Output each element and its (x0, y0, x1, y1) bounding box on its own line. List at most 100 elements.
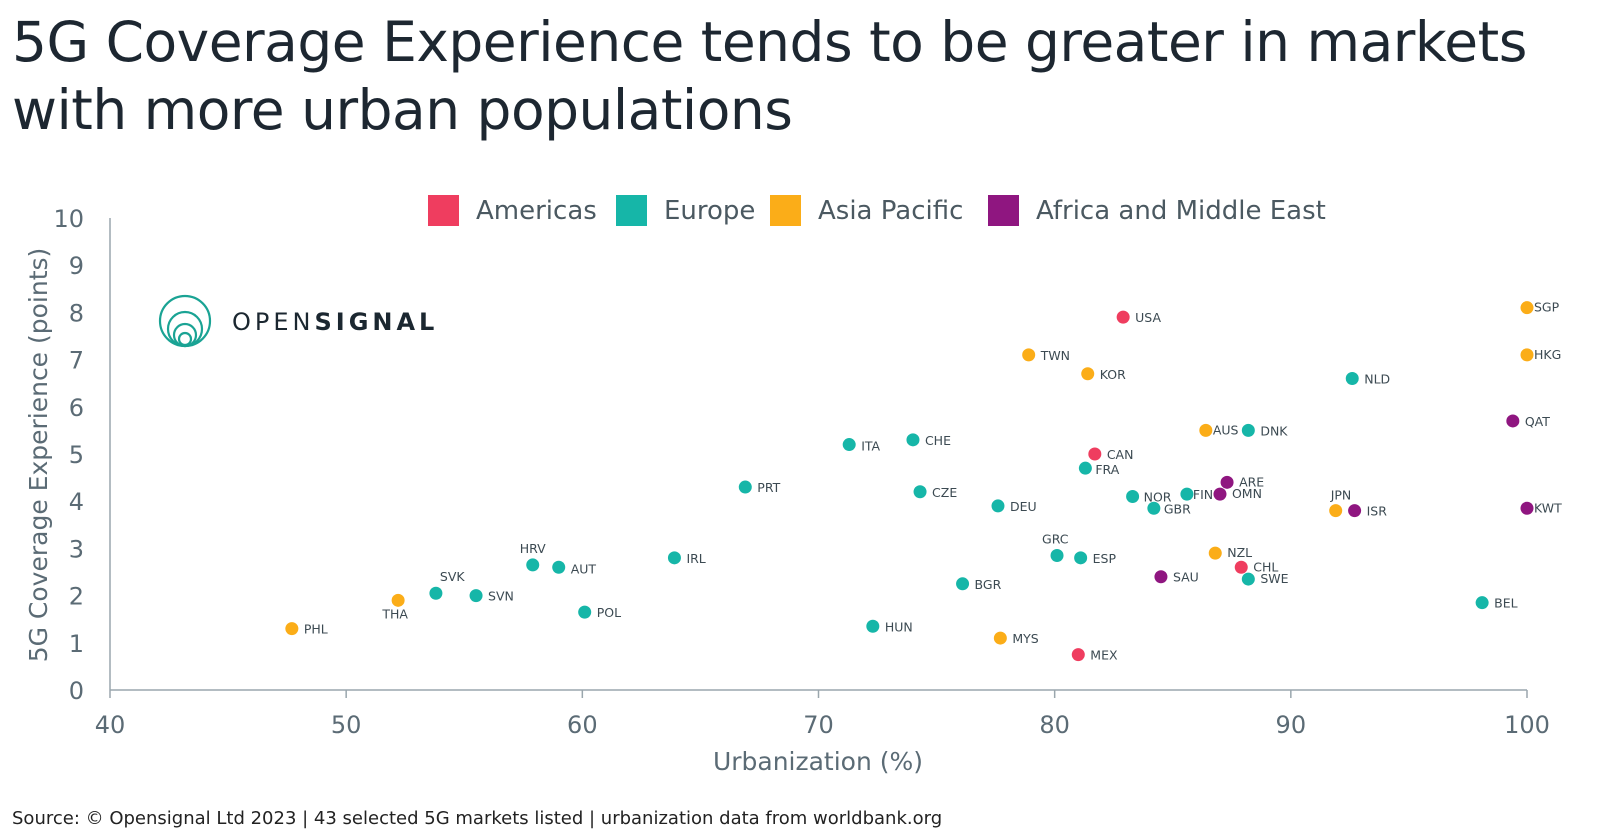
data-point-mex: MEX (1071, 648, 1118, 663)
point-marker (991, 499, 1005, 513)
point-label: THA (381, 606, 408, 621)
legend-label: Europe (664, 196, 755, 226)
legend-item: Asia Pacific (770, 195, 963, 226)
point-marker (956, 577, 970, 591)
legend-item: Europe (616, 195, 755, 226)
point-label: MYS (1012, 631, 1038, 646)
x-axis-title: Urbanization (%) (713, 747, 923, 776)
point-label: SVN (488, 589, 514, 604)
x-tick-label: 80 (1039, 711, 1070, 739)
point-marker (391, 593, 405, 607)
point-label: ITA (861, 439, 880, 454)
source-note: Source: © Opensignal Ltd 2023 | 43 selec… (12, 808, 943, 829)
legend: Americas Europe Asia Pacific Africa and Mid… (428, 195, 1326, 226)
data-point-svn: SVN (469, 589, 514, 604)
point-label: GBR (1164, 501, 1191, 516)
data-point-swe: SWE (1241, 571, 1289, 586)
data-point-twn: TWN (1022, 348, 1070, 363)
point-marker (993, 631, 1007, 645)
point-marker (578, 605, 592, 619)
data-point-mys: MYS (993, 631, 1039, 646)
y-tick-label: 5 (69, 441, 84, 469)
point-label: BEL (1494, 596, 1517, 611)
point-marker (1234, 560, 1248, 574)
point-label: BGR (975, 577, 1002, 592)
point-label: AUS (1213, 422, 1239, 437)
point-marker (1078, 461, 1092, 475)
point-label: HRV (520, 541, 546, 556)
data-point-che: CHE (906, 433, 951, 448)
y-tick-label: 1 (69, 630, 84, 658)
point-label: AUT (571, 561, 597, 576)
data-point-kor: KOR (1081, 367, 1126, 382)
logo-text-open: OPEN (232, 308, 314, 336)
logo-text-signal: SIGNAL (314, 308, 438, 336)
legend-item: Africa and Middle East (988, 195, 1326, 226)
point-marker (1199, 423, 1213, 437)
point-marker (1241, 423, 1255, 437)
y-tick-label: 8 (69, 299, 84, 327)
point-marker (429, 586, 443, 600)
point-label: NLD (1364, 371, 1390, 386)
point-label: KWT (1534, 500, 1562, 515)
point-label: ARE (1239, 474, 1264, 489)
point-label: CHL (1253, 559, 1278, 574)
x-tick-label: 100 (1504, 711, 1550, 739)
data-point-hun: HUN (866, 619, 913, 634)
data-point-ita: ITA (842, 438, 881, 454)
x-tick-labels: 40 50 60 70 80 90 100 (95, 690, 1550, 739)
point-marker (866, 619, 880, 633)
point-marker (738, 480, 752, 494)
point-marker (1520, 501, 1534, 515)
point-marker (1220, 475, 1234, 489)
point-marker (1147, 501, 1161, 515)
data-point-grc: GRC (1042, 531, 1069, 562)
data-point-aus: AUS (1199, 422, 1239, 437)
point-label: IRL (686, 551, 705, 566)
point-marker (469, 589, 483, 603)
opensignal-rings-icon (158, 294, 212, 348)
point-marker (526, 558, 540, 572)
point-label: FIN (1193, 487, 1213, 502)
chart-title: 5G Coverage Experience tends to be great… (12, 10, 1527, 142)
legend-swatch (616, 195, 647, 226)
point-label: SAU (1173, 570, 1199, 585)
point-label: ESP (1093, 551, 1117, 566)
point-marker (1071, 648, 1085, 662)
data-point-are: ARE (1220, 474, 1264, 489)
point-marker (1180, 487, 1194, 501)
legend-item: Americas (428, 195, 597, 226)
point-label: DNK (1260, 423, 1288, 438)
data-point-irl: IRL (667, 551, 706, 566)
data-point-nor: NOR (1126, 489, 1172, 504)
data-point-sau: SAU (1154, 570, 1199, 585)
data-point-gbr: GBR (1147, 501, 1191, 516)
legend-swatch (770, 195, 801, 226)
point-label: ISR (1367, 504, 1388, 519)
point-marker (1213, 487, 1227, 501)
point-label: NZL (1227, 545, 1252, 560)
data-point-prt: PRT (738, 480, 781, 495)
data-point-sgp: SGP (1520, 300, 1560, 315)
data-point-fra: FRA (1078, 461, 1120, 477)
data-point-cze: CZE (913, 485, 957, 500)
point-label: HKG (1534, 347, 1561, 362)
data-point-usa: USA (1116, 310, 1161, 325)
point-label: FRA (1095, 462, 1119, 477)
point-marker (1506, 414, 1520, 428)
legend-label: Asia Pacific (818, 196, 963, 226)
data-point-hkg: HKG (1520, 347, 1561, 362)
point-marker (1520, 301, 1534, 315)
data-point-hrv: HRV (520, 541, 546, 572)
legend-swatch (988, 195, 1019, 226)
legend-label: Africa and Middle East (1036, 196, 1326, 226)
axes (109, 218, 1527, 691)
point-marker (1116, 310, 1130, 324)
data-point-phl: PHL (285, 622, 328, 637)
data-point-dnk: DNK (1241, 423, 1288, 438)
point-label: USA (1135, 310, 1161, 325)
y-tick-label: 4 (69, 488, 84, 516)
point-label: SGP (1534, 300, 1560, 315)
opensignal-logo: OPENSIGNAL (158, 294, 438, 348)
data-point-chl: CHL (1234, 559, 1278, 574)
